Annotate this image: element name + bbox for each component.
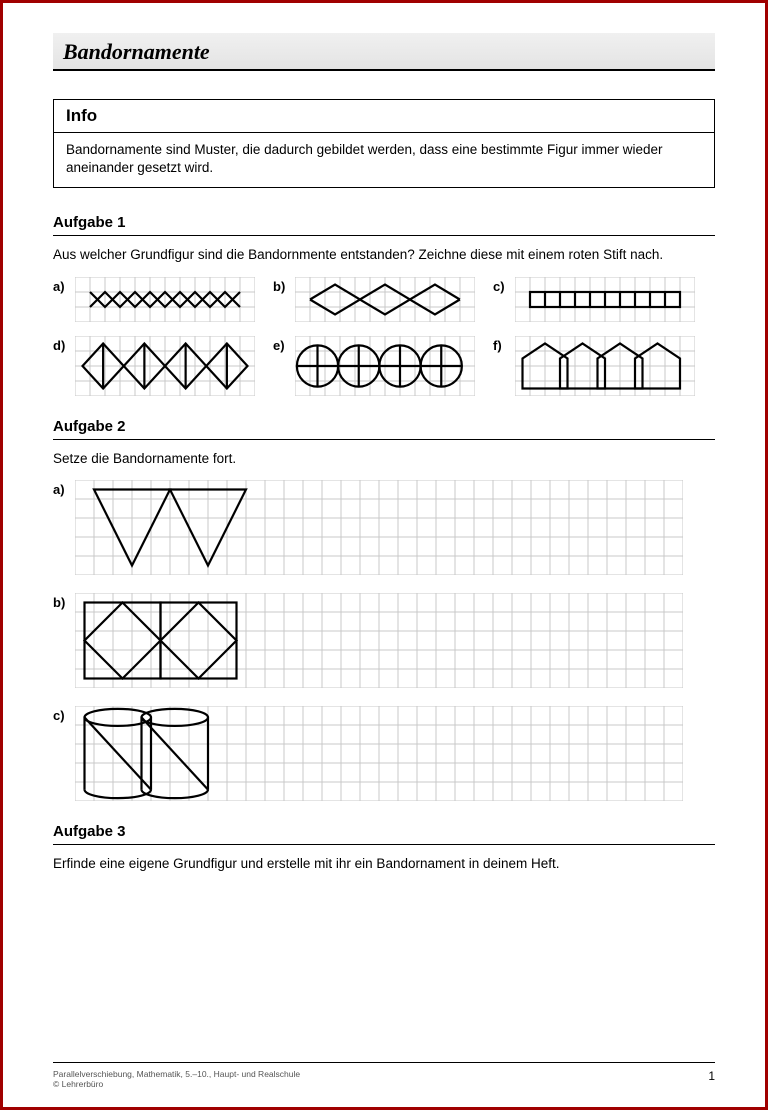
- item-1e: e): [273, 336, 475, 396]
- aufgabe-1-row-2: d) e) f): [53, 336, 715, 396]
- label-1e: e): [273, 336, 289, 353]
- item-1a: a): [53, 277, 255, 322]
- title-bar: Bandornamente: [53, 33, 715, 71]
- item-1f: f): [493, 336, 695, 396]
- aufgabe-1-instruction: Aus welcher Grundfigur sind die Bandornm…: [53, 246, 715, 264]
- label-2b: b): [53, 593, 69, 610]
- footer-text: Parallelverschiebung, Mathematik, 5.–10.…: [53, 1069, 300, 1089]
- label-1d: d): [53, 336, 69, 353]
- figure-1c: [515, 277, 695, 322]
- label-1f: f): [493, 336, 509, 353]
- footer-line-2: © Lehrerbüro: [53, 1079, 300, 1089]
- aufgabe-1-heading: Aufgabe 1: [53, 214, 715, 236]
- figure-1d: [75, 336, 255, 396]
- page-title: Bandornamente: [63, 39, 705, 65]
- label-2c: c): [53, 706, 69, 723]
- item-1c: c): [493, 277, 695, 322]
- info-heading: Info: [54, 100, 714, 133]
- aufgabe-3-instruction: Erfinde eine eigene Grundfigur und erste…: [53, 855, 715, 873]
- aufgabe-3: Aufgabe 3 Erfinde eine eigene Grundfigur…: [53, 823, 715, 873]
- aufgabe-1-row-1: a) b) c): [53, 277, 715, 322]
- aufgabe-2-heading: Aufgabe 2: [53, 418, 715, 440]
- info-text: Bandornamente sind Muster, die dadurch g…: [54, 133, 714, 187]
- figure-1f: [515, 336, 695, 396]
- item-2c: c): [53, 706, 715, 801]
- info-box: Info Bandornamente sind Muster, die dadu…: [53, 99, 715, 188]
- item-1b: b): [273, 277, 475, 322]
- figure-2a: [75, 480, 683, 575]
- figure-1b: [295, 277, 475, 322]
- label-2a: a): [53, 480, 69, 497]
- page-number: 1: [708, 1069, 715, 1089]
- page-footer: Parallelverschiebung, Mathematik, 5.–10.…: [53, 1062, 715, 1089]
- footer-line-1: Parallelverschiebung, Mathematik, 5.–10.…: [53, 1069, 300, 1079]
- label-1b: b): [273, 277, 289, 294]
- aufgabe-1: Aufgabe 1 Aus welcher Grundfigur sind di…: [53, 214, 715, 395]
- aufgabe-2-instruction: Setze die Bandornamente fort.: [53, 450, 715, 468]
- item-2b: b): [53, 593, 715, 688]
- label-1c: c): [493, 277, 509, 294]
- item-2a: a): [53, 480, 715, 575]
- aufgabe-2: Aufgabe 2 Setze die Bandornamente fort. …: [53, 418, 715, 801]
- figure-1e: [295, 336, 475, 396]
- label-1a: a): [53, 277, 69, 294]
- item-1d: d): [53, 336, 255, 396]
- figure-1a: [75, 277, 255, 322]
- figure-2c: [75, 706, 683, 801]
- figure-2b: [75, 593, 683, 688]
- aufgabe-3-heading: Aufgabe 3: [53, 823, 715, 845]
